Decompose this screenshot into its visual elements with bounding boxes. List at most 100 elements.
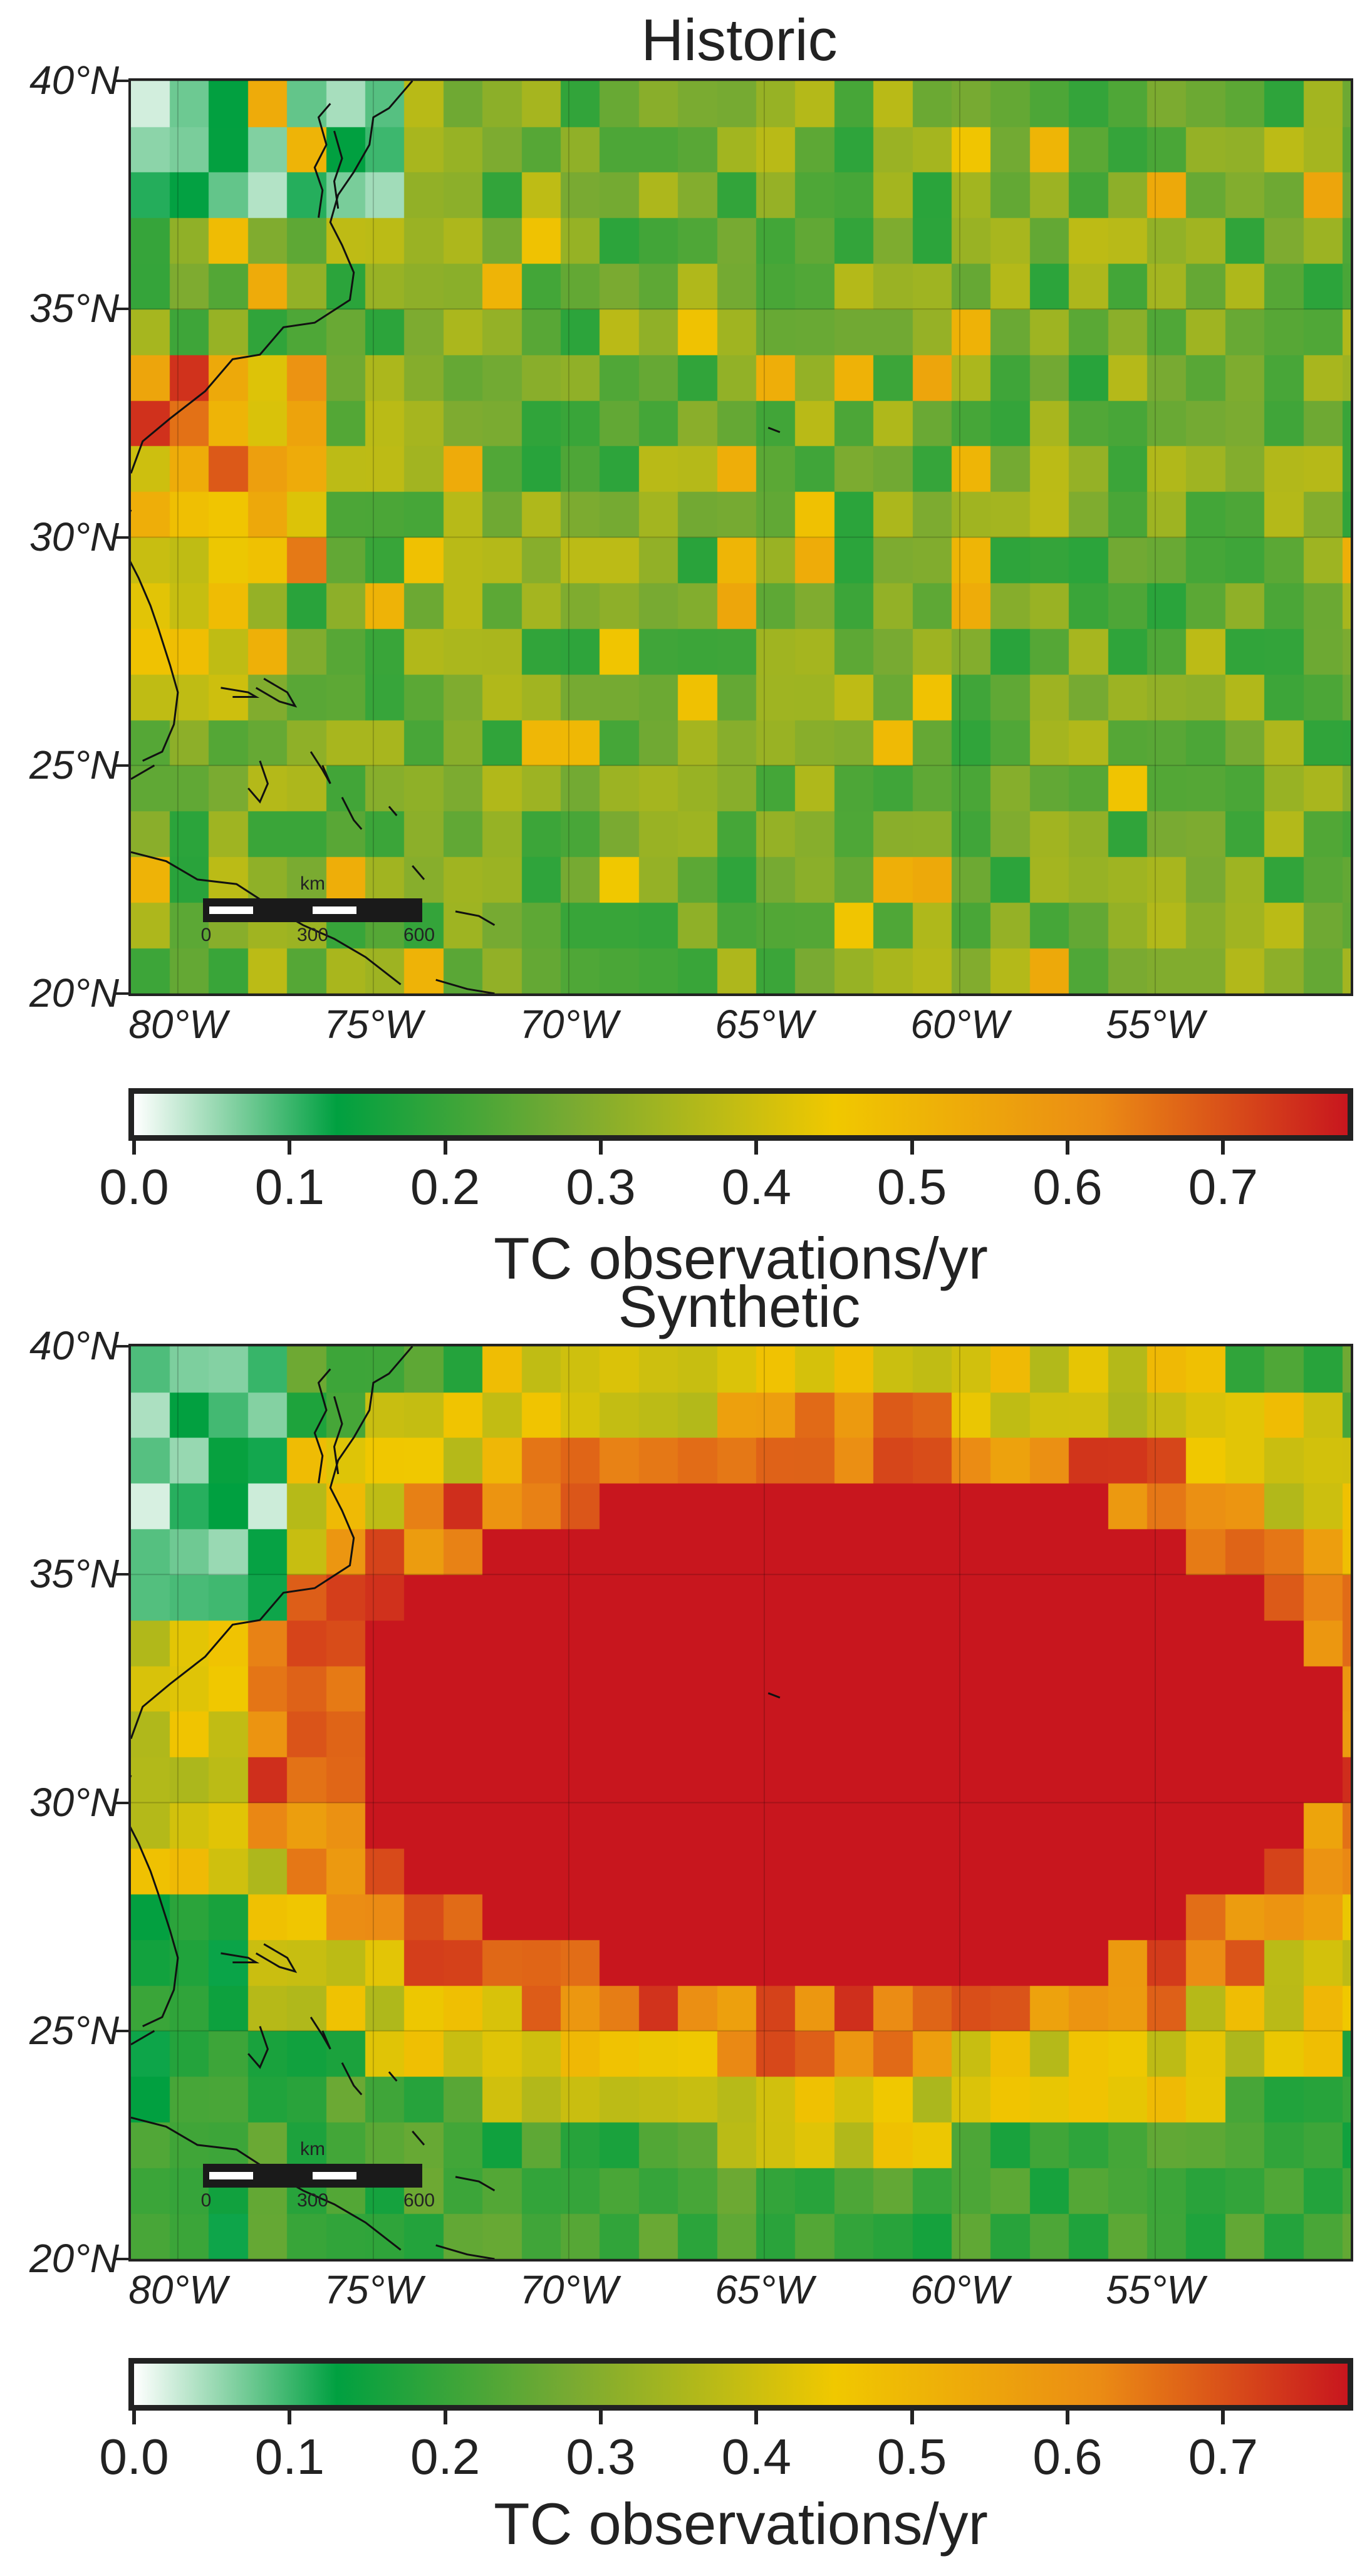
colorbar-tick <box>132 2411 136 2424</box>
lat-label: 40°N <box>29 58 119 103</box>
lat-tick <box>115 992 128 995</box>
coastline-segment <box>131 509 179 762</box>
historic-colorbar <box>128 1088 1353 1141</box>
lat-tick <box>115 80 128 82</box>
lon-label: 75°W <box>324 1002 423 1047</box>
coastline-segment <box>435 2244 495 2259</box>
lat-tick <box>115 2258 128 2260</box>
colorbar-tick <box>599 2411 603 2424</box>
colorbar-tick <box>1066 2411 1069 2424</box>
colorbar-tick-label: 0.1 <box>254 2429 325 2485</box>
scale-label-300: 300 <box>296 925 329 945</box>
coastline-segment <box>341 797 363 830</box>
coastline-segment <box>247 2026 269 2069</box>
colorbar-tick-label: 0.4 <box>721 1159 791 1215</box>
coastline-segment <box>313 1368 331 1483</box>
lat-label: 35°N <box>29 286 119 331</box>
colorbar-tick <box>754 2411 759 2424</box>
lat-label: 40°N <box>29 1323 119 1368</box>
colorbar-tick-label: 0.0 <box>99 1159 169 1215</box>
lon-label: 70°W <box>519 2267 618 2312</box>
synthetic-map[interactable]: km 0 300 600 <box>128 1344 1353 2262</box>
coastline-segment <box>388 806 398 816</box>
colorbar-tick <box>754 1141 759 1155</box>
colorbar-tick <box>443 1141 447 1155</box>
coastline-segment <box>131 2030 155 2045</box>
coastline-segment <box>767 1692 781 1699</box>
colorbar-tick <box>1221 1141 1225 1155</box>
lon-label: 60°W <box>910 1002 1009 1047</box>
coastline-segment <box>131 81 413 474</box>
coastline-segment <box>309 751 331 784</box>
lon-label: 80°W <box>128 1002 227 1047</box>
historic-title: Historic <box>641 7 838 73</box>
historic-colorbar-label: TC observations/yr <box>494 1225 988 1291</box>
colorbar-tick-label: 0.4 <box>721 2429 791 2485</box>
colorbar-tick-label: 0.0 <box>99 2429 169 2485</box>
colorbar-tick-label: 0.1 <box>254 1159 325 1215</box>
colorbar-tick <box>599 1141 603 1155</box>
coastline-segment <box>333 130 343 209</box>
colorbar-tick-label: 0.3 <box>566 2429 636 2485</box>
lat-label: 25°N <box>29 2007 119 2053</box>
lat-tick <box>115 308 128 311</box>
coastline-segment <box>131 1346 413 1740</box>
coastline-segment <box>341 2062 363 2096</box>
lon-label: 55°W <box>1106 1002 1205 1047</box>
colorbar-tick <box>1066 1141 1069 1155</box>
scale-label-300: 300 <box>296 2190 329 2211</box>
coastline-segment <box>247 761 269 804</box>
lat-tick <box>115 764 128 767</box>
coastline-segment <box>255 678 298 708</box>
colorbar-tick-label: 0.6 <box>1032 2429 1103 2485</box>
coastline-segment <box>767 427 781 434</box>
colorbar-tick <box>1221 2411 1225 2424</box>
coastline-segment <box>455 2176 496 2191</box>
colorbar-tick <box>443 2411 447 2424</box>
historic-coastline <box>131 81 1351 994</box>
lon-label: 70°W <box>519 1002 618 1047</box>
lat-tick <box>115 2029 128 2032</box>
scale-unit: km <box>300 873 325 894</box>
colorbar-tick <box>132 1141 136 1155</box>
colorbar-tick-label: 0.6 <box>1032 1159 1103 1215</box>
synthetic-title: Synthetic <box>618 1274 861 1339</box>
lat-tick <box>115 536 128 539</box>
lat-tick <box>115 1345 128 1348</box>
colorbar-tick-label: 0.3 <box>566 1159 636 1215</box>
lat-label: 20°N <box>29 2236 119 2281</box>
coastline-segment <box>131 764 155 780</box>
synthetic-colorbar <box>128 2358 1353 2411</box>
colorbar-tick <box>910 2411 914 2424</box>
colorbar-tick <box>910 1141 914 1155</box>
coastline-segment <box>455 910 496 926</box>
coastline-segment <box>412 865 425 880</box>
lat-label: 35°N <box>29 1551 119 1597</box>
colorbar-tick-label: 0.5 <box>877 2429 947 2485</box>
colorbar-tick-label: 0.5 <box>877 1159 947 1215</box>
scale-label-600: 600 <box>403 925 435 945</box>
coastline-segment <box>333 1396 343 1475</box>
coastline-segment <box>255 1943 298 1973</box>
coastline-segment <box>131 1775 179 2027</box>
historic-heatmap <box>131 81 1351 994</box>
coastline-segment <box>221 687 260 698</box>
lat-label: 30°N <box>29 1779 119 1825</box>
coastline-segment <box>388 2071 398 2082</box>
scale-unit: km <box>300 2139 325 2159</box>
colorbar-tick-label: 0.2 <box>410 1159 481 1215</box>
colorbar-tick <box>288 2411 292 2424</box>
lat-label: 30°N <box>29 514 119 559</box>
scale-label-0: 0 <box>200 925 212 945</box>
historic-map[interactable]: km 0 300 600 <box>128 78 1353 996</box>
synthetic-colorbar-label: TC observations/yr <box>494 2491 988 2557</box>
scale-label-600: 600 <box>403 2190 435 2211</box>
coastline-segment <box>313 103 331 218</box>
colorbar-tick-label: 0.2 <box>410 2429 481 2485</box>
lon-label: 65°W <box>715 1002 814 1047</box>
coastline-segment <box>221 1952 260 1963</box>
lon-label: 60°W <box>910 2267 1009 2312</box>
lat-tick <box>115 1573 128 1576</box>
colorbar-tick <box>288 1141 292 1155</box>
scale-label-0: 0 <box>200 2190 212 2211</box>
